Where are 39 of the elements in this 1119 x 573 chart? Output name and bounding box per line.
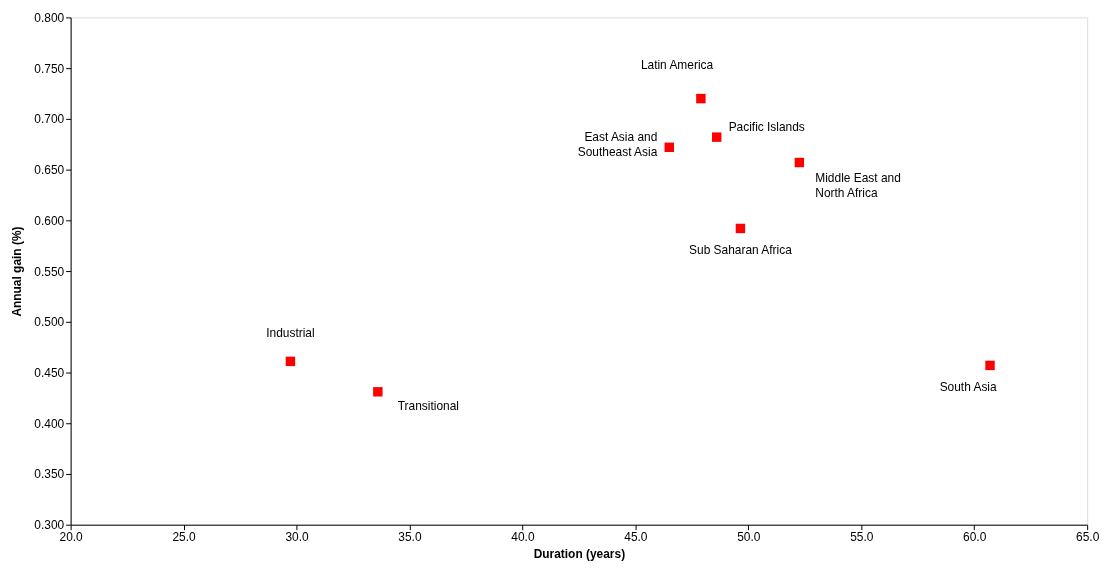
x-tick-label: 45.0 xyxy=(624,530,648,545)
y-tick-label: 0.400 xyxy=(34,416,65,431)
x-axis-title: Duration (years) xyxy=(533,547,626,562)
x-tick-label: 50.0 xyxy=(737,530,761,545)
x-tick-label: 60.0 xyxy=(963,530,987,545)
y-tick-label: 0.500 xyxy=(34,315,65,330)
x-tick-label: 20.0 xyxy=(59,530,84,545)
x-tick-label: 65.0 xyxy=(1076,530,1100,545)
x-tick-label: 30.0 xyxy=(285,530,309,545)
annotation: Sub Saharan Africa xyxy=(689,243,793,258)
y-tick-label: 0.800 xyxy=(34,10,65,25)
point xyxy=(985,360,995,371)
point xyxy=(794,157,805,168)
y-tick-label: 0.750 xyxy=(34,61,65,76)
annotation: Middle East and North Africa xyxy=(815,171,901,201)
y-tick-label: 0.450 xyxy=(34,366,65,380)
point xyxy=(664,142,674,153)
annotation: South Asia xyxy=(939,380,998,395)
annotation: Pacific Islands xyxy=(728,120,805,135)
x-tick-label: 25.0 xyxy=(172,530,197,545)
y-tick-label: 0.600 xyxy=(34,213,65,228)
point xyxy=(373,387,383,397)
y-tick-label: 0.700 xyxy=(34,112,65,127)
annotation: East Asia and Southeast Asia xyxy=(577,130,658,160)
annotation: Transitional xyxy=(397,398,459,413)
x-tick-label: 40.0 xyxy=(511,530,535,545)
point xyxy=(696,93,706,104)
y-axis-title: Annual gain (%) xyxy=(10,226,25,317)
annotation: Latin America xyxy=(640,57,714,72)
point xyxy=(735,223,746,234)
point xyxy=(711,132,722,142)
x-tick-label: 55.0 xyxy=(850,530,874,545)
y-tick-label: 0.300 xyxy=(34,518,65,533)
y-tick-label: 0.550 xyxy=(34,264,65,279)
x-tick-label: 35.0 xyxy=(398,530,422,545)
y-tick-label: 0.650 xyxy=(34,163,65,178)
annotation: Industrial xyxy=(266,326,315,341)
y-tick-label: 0.350 xyxy=(34,467,65,482)
point xyxy=(285,356,296,367)
